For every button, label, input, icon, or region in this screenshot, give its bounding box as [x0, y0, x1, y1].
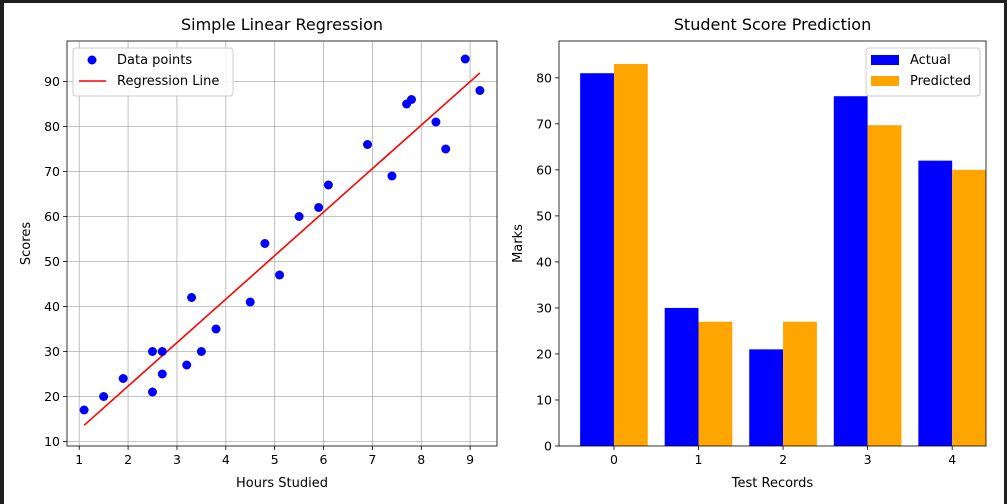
- x-tick-label: 4: [948, 452, 956, 467]
- y-axis-label-right: Marks: [511, 224, 526, 263]
- bar-actual: [918, 160, 953, 446]
- y-tick-label: 40: [44, 299, 60, 314]
- y-axis-label-left: Scores: [19, 222, 34, 265]
- data-point: [275, 270, 285, 280]
- y-tick-label: 0: [544, 439, 552, 454]
- data-point: [323, 180, 333, 190]
- bar-predicted: [867, 125, 902, 446]
- bar-actual: [580, 73, 614, 446]
- x-tick-label: 5: [271, 452, 279, 467]
- data-point: [406, 95, 416, 104]
- data-point: [387, 171, 397, 181]
- bar-actual: [833, 96, 868, 447]
- y-tick-label: 40: [536, 254, 552, 269]
- x-tick-label: 9: [466, 452, 474, 467]
- x-tick-label: 4: [222, 452, 230, 467]
- legend-marker-points: [87, 55, 97, 65]
- data-point: [245, 297, 255, 307]
- y-tick-label: 20: [536, 346, 552, 361]
- data-point: [294, 212, 304, 221]
- data-point: [182, 360, 192, 370]
- y-tick-label: 80: [536, 70, 552, 85]
- x-axis-label-right: Test Records: [731, 476, 814, 491]
- data-point: [475, 86, 485, 95]
- y-tick-label: 70: [536, 116, 552, 131]
- x-tick-label: 1: [75, 452, 83, 467]
- y-tick-label: 50: [536, 208, 552, 223]
- y-tick-label: 90: [44, 74, 60, 89]
- x-axis-label-left: Hours Studied: [236, 476, 328, 491]
- bar-predicted: [952, 169, 986, 446]
- x-tick-label: 8: [417, 452, 425, 467]
- bar-actual: [749, 349, 784, 446]
- legend-label-line: Regression Line: [117, 74, 219, 89]
- data-point: [441, 144, 451, 154]
- x-tick-label: 7: [368, 452, 376, 467]
- x-tick-label: 3: [864, 452, 872, 467]
- data-point: [363, 140, 373, 149]
- bar-actual: [664, 307, 699, 446]
- bar-predicted: [783, 321, 817, 446]
- x-tick-label: 3: [173, 452, 181, 467]
- x-tick-label: 0: [610, 452, 618, 467]
- data-point: [157, 369, 167, 379]
- data-point: [118, 374, 128, 383]
- data-point: [431, 117, 441, 127]
- legend-label-predicted: Predicted: [910, 74, 971, 89]
- plot-frame-right: [558, 40, 987, 447]
- data-point: [187, 293, 197, 302]
- legend-swatch-predicted: [871, 76, 899, 86]
- data-point: [211, 324, 221, 334]
- legend-box-left: [72, 47, 234, 97]
- data-point: [79, 405, 89, 415]
- data-point: [260, 239, 270, 248]
- y-tick-label: 10: [44, 434, 60, 449]
- data-point: [157, 347, 167, 356]
- x-tick-label: 2: [124, 452, 132, 467]
- y-tick-label: 70: [44, 164, 60, 179]
- y-tick-label: 80: [44, 119, 60, 134]
- x-tick-label: 1: [695, 452, 703, 467]
- data-point: [148, 347, 158, 356]
- bar-predicted: [698, 321, 733, 446]
- y-tick-label: 50: [44, 254, 60, 269]
- y-tick-label: 30: [536, 300, 552, 315]
- x-tick-label: 6: [320, 452, 328, 467]
- x-tick-label: 2: [779, 452, 787, 467]
- chart-title-left: Simple Linear Regression: [181, 15, 383, 34]
- regression-line: [83, 72, 481, 426]
- y-tick-label: 60: [44, 209, 60, 224]
- bar-predicted: [613, 64, 648, 447]
- y-tick-label: 10: [536, 392, 552, 407]
- data-point: [99, 392, 109, 401]
- y-tick-label: 20: [44, 389, 60, 404]
- data-point: [196, 347, 206, 356]
- y-tick-label: 60: [536, 162, 552, 177]
- data-point: [460, 54, 470, 64]
- legend-label-points: Data points: [117, 53, 192, 68]
- data-point: [314, 203, 324, 212]
- data-point: [148, 387, 158, 397]
- y-tick-label: 30: [44, 344, 60, 359]
- plot-frame-left: [66, 40, 498, 447]
- chart-title-right: Student Score Prediction: [674, 15, 871, 34]
- figure-window: 1 2 3 4 5 6 7 8 9 10 20 30 40 50 60 70 80 90 Simple Linear…: [4, 3, 1004, 504]
- legend-label-actual: Actual: [910, 53, 951, 68]
- legend-swatch-actual: [871, 55, 899, 65]
